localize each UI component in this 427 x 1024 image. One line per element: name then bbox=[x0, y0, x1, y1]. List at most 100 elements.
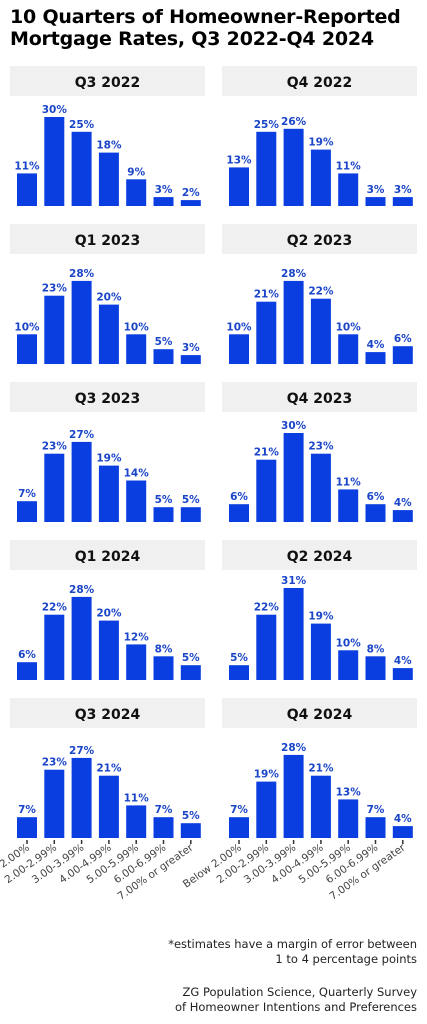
bar bbox=[98, 465, 119, 522]
data-label: 23% bbox=[308, 441, 334, 453]
bar bbox=[98, 620, 119, 680]
data-label: 22% bbox=[254, 602, 280, 614]
bar bbox=[71, 596, 92, 680]
data-label: 3% bbox=[367, 184, 385, 196]
data-label: 6% bbox=[230, 491, 248, 503]
data-label: 10% bbox=[336, 637, 362, 649]
data-label: 31% bbox=[281, 575, 307, 587]
data-label: 30% bbox=[281, 420, 307, 432]
bar bbox=[392, 668, 413, 680]
data-label: 4% bbox=[367, 339, 385, 351]
chart-panel: Q4 2023 6% 21% 30%23% 11% 6% 4% bbox=[222, 382, 417, 522]
data-label: 14% bbox=[124, 468, 150, 480]
bar bbox=[126, 334, 147, 364]
data-label: 11% bbox=[14, 160, 40, 172]
panel-title: Q3 2024 bbox=[75, 707, 141, 723]
footnote: *estimates have a margin of error betwee… bbox=[117, 937, 417, 967]
bar bbox=[153, 656, 174, 680]
data-label: 28% bbox=[281, 268, 307, 280]
bar bbox=[229, 334, 249, 364]
panel-title: Q2 2023 bbox=[287, 233, 352, 249]
bar bbox=[256, 131, 277, 206]
data-label: 6% bbox=[18, 649, 36, 661]
chart-panel: Q3 2024 7% 23%27%21% 11% 7% 5% bbox=[10, 698, 205, 838]
panel-title: Q4 2024 bbox=[287, 707, 353, 723]
bar bbox=[153, 507, 174, 522]
data-label: 5% bbox=[230, 652, 248, 664]
data-label: 12% bbox=[124, 631, 150, 643]
chart-panel: Q3 2022 11% 30%25%18% 9% 3% 2% bbox=[10, 66, 205, 206]
bar bbox=[392, 197, 413, 206]
data-label: 23% bbox=[42, 283, 68, 295]
data-label: 10% bbox=[14, 321, 40, 333]
bar bbox=[180, 823, 201, 838]
panel-header bbox=[222, 66, 417, 96]
footnote-line-1: *estimates have a margin of error betwee… bbox=[168, 937, 417, 951]
data-label: 7% bbox=[18, 488, 36, 500]
data-label: 4% bbox=[394, 655, 412, 667]
data-label: 5% bbox=[155, 494, 173, 506]
panel-header bbox=[222, 698, 417, 728]
panel-header bbox=[222, 540, 417, 570]
panel-title: Q2 2024 bbox=[287, 549, 353, 565]
bar bbox=[44, 295, 65, 364]
data-label: 28% bbox=[69, 584, 95, 596]
data-label: 5% bbox=[155, 336, 173, 348]
data-label: 21% bbox=[254, 447, 280, 459]
bar bbox=[338, 173, 359, 206]
data-label: 27% bbox=[69, 429, 95, 441]
data-label: 21% bbox=[96, 763, 122, 775]
bar bbox=[310, 149, 331, 206]
bar bbox=[126, 179, 147, 206]
bar bbox=[338, 334, 359, 364]
bar bbox=[283, 754, 304, 838]
panel-title: Q1 2023 bbox=[75, 233, 140, 249]
source-line-1: ZG Population Science, Quarterly Survey bbox=[182, 985, 418, 999]
bar bbox=[392, 510, 413, 522]
bar bbox=[44, 453, 65, 522]
data-label: 20% bbox=[96, 608, 122, 620]
chart-panel: Q1 2023 10% 23%28%20% 10% 5% 3% bbox=[10, 224, 205, 364]
data-label: 20% bbox=[96, 292, 122, 304]
data-label: 27% bbox=[69, 745, 95, 757]
bar bbox=[365, 352, 386, 364]
data-label: 7% bbox=[18, 804, 36, 816]
data-label: 22% bbox=[308, 286, 334, 298]
panel-title: Q4 2023 bbox=[287, 391, 352, 407]
bar bbox=[17, 334, 37, 364]
bar bbox=[365, 817, 386, 838]
data-label: 3% bbox=[155, 184, 173, 196]
data-label: 10% bbox=[226, 321, 252, 333]
data-label: 25% bbox=[69, 119, 95, 131]
data-label: 13% bbox=[336, 786, 362, 798]
bar bbox=[229, 504, 249, 522]
bar bbox=[98, 152, 119, 206]
bar bbox=[392, 346, 413, 364]
bar bbox=[71, 280, 92, 364]
bar bbox=[44, 117, 65, 206]
bar bbox=[98, 775, 119, 838]
panel-header bbox=[10, 698, 205, 728]
bar bbox=[256, 459, 277, 522]
bar bbox=[338, 489, 359, 522]
bar bbox=[256, 614, 277, 680]
bar bbox=[98, 304, 119, 364]
data-label: 8% bbox=[155, 643, 173, 655]
panel-title: Q1 2024 bbox=[75, 549, 141, 565]
chart-panel: Q1 2024 6% 22%28%20%12% 8% 5% bbox=[10, 540, 205, 680]
bar bbox=[180, 507, 201, 522]
bar bbox=[310, 775, 331, 838]
data-label: 21% bbox=[308, 763, 334, 775]
data-label: 5% bbox=[182, 494, 200, 506]
bar bbox=[153, 349, 174, 364]
data-label: 8% bbox=[367, 643, 385, 655]
bar bbox=[256, 781, 277, 838]
chart-panel: Q2 2024 5% 22% 31% 19% 10% 8% 4% bbox=[222, 540, 417, 680]
panel-header bbox=[222, 382, 417, 412]
chart-panel: Q2 2023 10% 21%28%22% 10% 4% 6% bbox=[222, 224, 417, 364]
data-label: 4% bbox=[394, 497, 412, 509]
data-label: 22% bbox=[42, 602, 68, 614]
data-label: 7% bbox=[155, 804, 173, 816]
bar bbox=[71, 131, 92, 206]
